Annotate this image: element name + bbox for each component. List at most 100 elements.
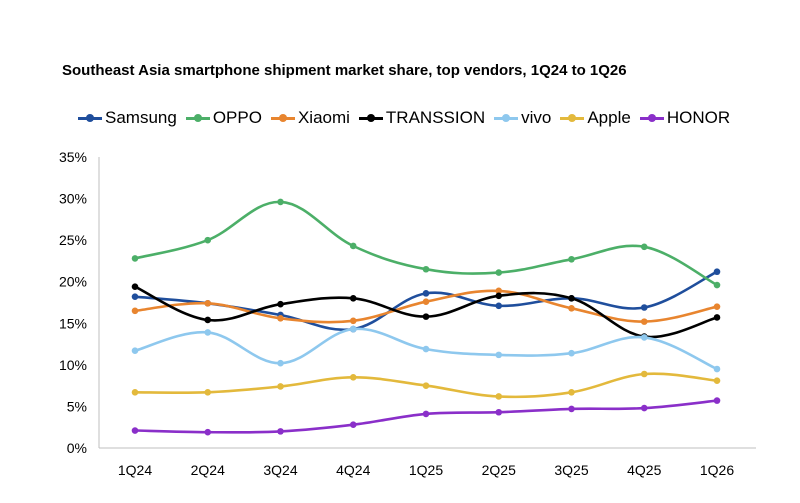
y-tick-label: 35% <box>59 149 87 165</box>
x-tick-label: 1Q25 <box>409 462 443 478</box>
data-point-transsion <box>131 283 139 291</box>
data-point-apple <box>204 388 212 396</box>
data-point-apple <box>568 388 575 396</box>
data-point-vivo <box>422 345 430 353</box>
data-point-xiaomi <box>131 307 139 315</box>
y-tick-label: 5% <box>67 398 87 414</box>
legend-item-apple: Apple <box>560 108 631 128</box>
legend-dot <box>366 113 375 122</box>
x-tick-label: 3Q24 <box>263 462 297 478</box>
y-tick-label: 15% <box>59 315 87 331</box>
data-point-vivo <box>495 351 503 359</box>
data-point-vivo <box>204 329 212 336</box>
data-point-transsion <box>495 292 503 300</box>
series-vivo <box>131 325 721 373</box>
y-tick-label: 10% <box>59 357 87 373</box>
data-point-xiaomi <box>568 305 575 312</box>
x-tick-label: 1Q26 <box>700 462 734 478</box>
legend-marker <box>185 113 210 122</box>
data-point-oppo <box>495 269 503 276</box>
data-point-vivo <box>640 334 648 341</box>
x-tick-label: 3Q25 <box>554 462 588 478</box>
legend-item-samsung: Samsung <box>78 108 177 128</box>
data-point-transsion <box>568 295 575 302</box>
legend-dot <box>568 113 577 122</box>
legend-label: vivo <box>521 108 552 127</box>
data-point-oppo <box>277 198 284 206</box>
data-point-vivo <box>349 325 357 333</box>
x-tick-label: 4Q25 <box>627 462 661 478</box>
data-point-apple <box>713 377 721 384</box>
data-point-apple <box>495 393 503 400</box>
legend-item-honor: HONOR <box>639 108 731 128</box>
data-point-honor <box>568 405 575 413</box>
data-point-vivo <box>277 359 284 367</box>
legend: Samsung OPPO Xiaomi TRANSSION vivo Apple HONOR <box>78 108 739 128</box>
data-point-apple <box>131 388 139 396</box>
data-point-honor <box>713 397 721 404</box>
legend-label: Apple <box>587 108 631 127</box>
data-point-xiaomi <box>640 318 648 325</box>
legend-item-oppo: OPPO <box>185 108 262 128</box>
data-point-oppo <box>713 281 721 289</box>
legend-marker <box>78 113 102 122</box>
data-point-vivo <box>568 349 575 357</box>
y-tick-label: 20% <box>59 274 87 290</box>
series-oppo <box>131 198 721 289</box>
x-tick-label: 1Q24 <box>118 462 152 478</box>
data-point-oppo <box>640 243 648 251</box>
data-point-honor <box>204 428 212 436</box>
data-point-oppo <box>422 265 430 273</box>
legend-label: HONOR <box>666 108 731 127</box>
legend-item-xiaomi: Xiaomi <box>270 108 350 128</box>
data-point-honor <box>640 404 648 412</box>
legend-dot <box>86 113 94 122</box>
x-tick-label: 2Q25 <box>482 462 516 478</box>
data-point-apple <box>422 382 430 389</box>
data-point-oppo <box>204 236 212 244</box>
legend-item-transsion: TRANSSION <box>358 108 486 128</box>
legend-label: TRANSSION <box>385 108 486 127</box>
data-point-vivo <box>131 347 139 355</box>
legend-marker <box>494 113 519 122</box>
data-point-vivo <box>713 365 721 373</box>
data-point-honor <box>495 408 503 416</box>
data-point-xiaomi <box>495 287 503 295</box>
data-point-transsion <box>422 313 430 320</box>
series-xiaomi <box>131 287 721 325</box>
data-point-oppo <box>568 255 575 263</box>
data-point-xiaomi <box>204 300 212 307</box>
data-point-honor <box>422 410 430 418</box>
legend-item-vivo: vivo <box>494 108 551 128</box>
data-point-xiaomi <box>277 314 284 322</box>
data-point-oppo <box>131 255 139 262</box>
data-point-transsion <box>713 314 721 321</box>
data-point-xiaomi <box>422 298 430 305</box>
data-point-samsung <box>131 293 139 300</box>
legend-dot <box>278 113 287 122</box>
series-honor <box>131 397 721 436</box>
series-transsion <box>131 283 721 340</box>
data-point-xiaomi <box>349 317 357 325</box>
data-point-samsung <box>713 268 721 276</box>
data-point-samsung <box>422 290 430 297</box>
legend-dot <box>193 113 202 122</box>
y-tick-label: 25% <box>59 232 87 248</box>
data-point-samsung <box>640 304 648 311</box>
data-point-xiaomi <box>713 303 721 310</box>
data-point-honor <box>277 428 284 435</box>
legend-marker <box>639 113 664 122</box>
data-point-transsion <box>277 300 284 308</box>
legend-marker <box>358 113 383 122</box>
legend-label: Samsung <box>105 108 177 127</box>
data-point-transsion <box>349 295 357 302</box>
legend-label: OPPO <box>212 108 262 127</box>
data-point-samsung <box>495 302 503 310</box>
legend-dot <box>647 113 656 122</box>
data-point-apple <box>277 383 284 390</box>
legend-marker <box>560 113 585 122</box>
series-apple <box>131 370 721 400</box>
x-tick-label: 2Q24 <box>191 462 225 478</box>
data-point-honor <box>349 421 357 429</box>
